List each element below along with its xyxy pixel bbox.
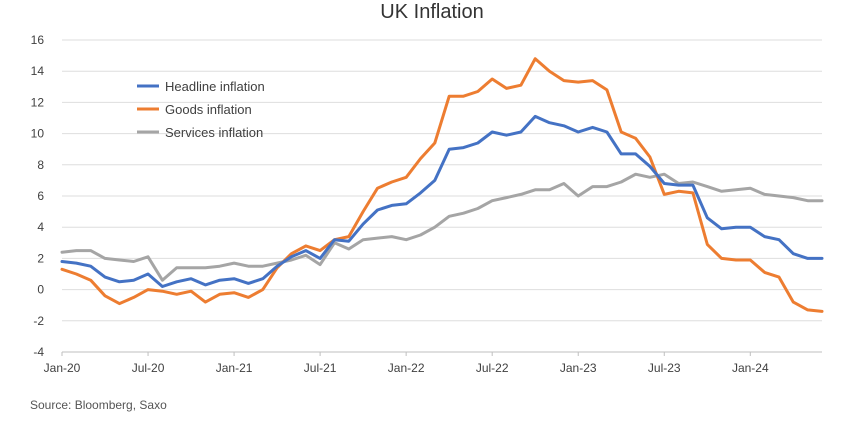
x-axis: Jan-20 Jul-20 Jan-21 Jul-21 Jan-22 Jul-22 Jan-…: [44, 351, 822, 375]
x-tick-label: Jul-21: [304, 361, 337, 375]
x-tick-label: Jan-24: [732, 361, 769, 375]
y-tick-label: 6: [37, 189, 44, 203]
series-line-goods-inflation: [60, 57, 824, 313]
legend: Headline inflation Goods inflation Service…: [137, 79, 265, 140]
x-tick-label: Jul-22: [476, 361, 509, 375]
x-tick-label: Jul-23: [648, 361, 681, 375]
legend-label: Services inflation: [165, 125, 263, 140]
series-line-headline-inflation: [60, 114, 824, 288]
legend-label: Goods inflation: [165, 102, 252, 117]
y-tick-label: -4: [33, 345, 44, 359]
y-tick-label: 2: [37, 251, 44, 265]
y-tick-label: 16: [31, 33, 45, 47]
series-line-services-inflation: [60, 172, 824, 282]
x-tick-label: Jan-22: [388, 361, 425, 375]
y-tick-label: 12: [31, 95, 45, 109]
source-note: Source: Bloomberg, Saxo: [30, 398, 167, 412]
x-tick-label: Jul-20: [132, 361, 165, 375]
x-tick-label: Jan-23: [560, 361, 597, 375]
x-tick-label: Jan-21: [216, 361, 253, 375]
y-tick-label: 4: [37, 220, 44, 234]
y-tick-label: 10: [31, 127, 45, 141]
chart-title: UK Inflation: [380, 1, 483, 23]
y-axis: -4 -2 0 2 4 6 8 10 12 14 16: [31, 33, 45, 359]
y-tick-label: 0: [37, 283, 44, 297]
x-tick-label: Jan-20: [44, 361, 81, 375]
y-tick-label: -2: [33, 314, 44, 328]
series-lines: [60, 57, 824, 313]
gridlines: [62, 39, 822, 353]
y-tick-label: 8: [37, 158, 44, 172]
y-tick-label: 14: [31, 64, 45, 78]
legend-label: Headline inflation: [165, 79, 265, 94]
